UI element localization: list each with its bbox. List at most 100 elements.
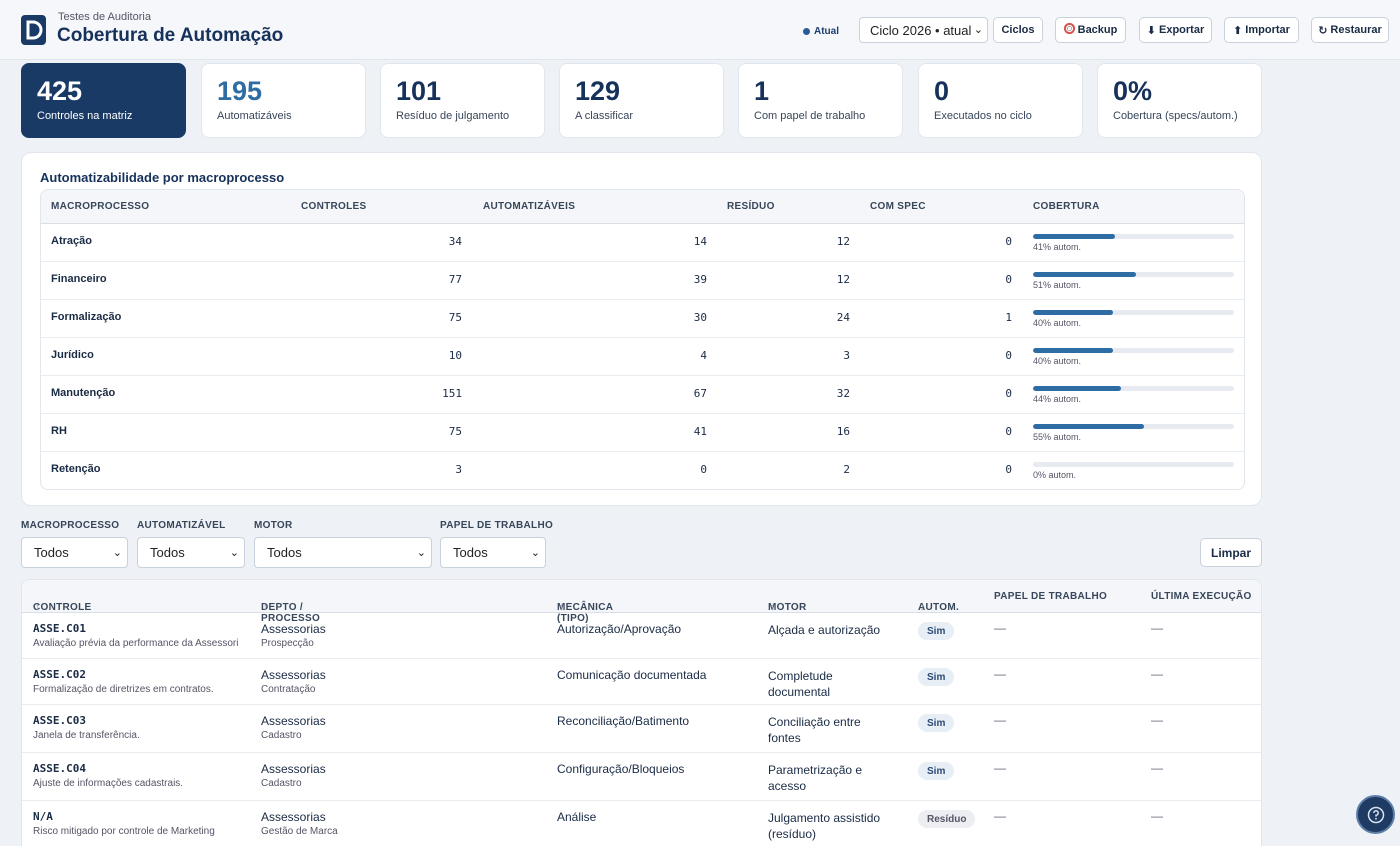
control-motor: Parametrização e acesso <box>768 763 863 793</box>
help-button[interactable] <box>1356 795 1395 834</box>
filter-automatizavel-select[interactable]: Todos ⌄ <box>137 537 245 568</box>
backup-button[interactable]: Backup <box>1055 17 1126 43</box>
kpi-automatizaveis: 195 Automatizáveis <box>201 63 366 138</box>
macro-panel-title: Automatizabilidade por macroprocesso <box>40 170 285 185</box>
coverage-label: 44% autom. <box>1033 394 1082 404</box>
kpi-residuo: 101 Resíduo de julgamento <box>380 63 545 138</box>
chevron-down-icon: ⌄ <box>112 547 122 559</box>
control-mecanica: Configuração/Bloqueios <box>557 762 685 776</box>
sort-icon: ↕ <box>263 602 269 613</box>
restaurar-button-label: Restaurar <box>1330 24 1382 36</box>
coverage-label: 0% autom. <box>1033 470 1077 480</box>
coverage-bar-fill <box>1033 424 1144 429</box>
filter-papel-select[interactable]: Todos ⌄ <box>440 537 546 568</box>
col-automatizaveis[interactable]: AUTOMATIZÁVEIS <box>483 201 576 212</box>
table-row[interactable]: N/A Risco mitigado por controle de Market… <box>22 801 1261 846</box>
chevron-down-icon: ⌄ <box>530 547 540 559</box>
coverage-bar <box>1033 386 1234 391</box>
macro-row-com-spec: 0 <box>1005 235 1012 248</box>
control-description: Ajuste de informações cadastrais. <box>33 778 184 789</box>
importar-button[interactable]: ⬆ Importar <box>1224 17 1299 43</box>
kpi-executados: 0 Executados no ciclo <box>918 63 1083 138</box>
autom-badge: Resíduo <box>918 810 976 828</box>
coverage-bar <box>1033 234 1234 239</box>
macro-row-com-spec: 0 <box>1005 273 1012 286</box>
control-mecanica: Comunicação documentada <box>557 668 707 682</box>
control-motor: Conciliação entre fontes <box>768 715 861 745</box>
col-com-spec[interactable]: COM SPEC <box>870 201 926 212</box>
sort-icon: ↕ <box>770 602 776 613</box>
control-description: Risco mitigado por controle de Marketing <box>33 826 215 837</box>
control-processo: Cadastro <box>261 730 302 741</box>
col-mecanica-label: MECÂNICA (TIPO) <box>557 602 613 624</box>
macro-row-automatizaveis: 14 <box>693 235 707 248</box>
macro-row-automatizaveis: 0 <box>700 463 707 476</box>
macro-row: Financeiro 77 39 12 0 51% autom. <box>41 262 1244 300</box>
table-row[interactable]: ASSE.C01 Avaliação prévia da performance … <box>22 613 1261 659</box>
macro-row-residuo: 3 <box>843 349 850 362</box>
ciclos-button[interactable]: Ciclos <box>993 17 1043 43</box>
kpi-label: Automatizáveis <box>217 110 292 122</box>
col-controles[interactable]: CONTROLES <box>301 201 367 212</box>
clear-filters-label: Limpar <box>1210 545 1251 560</box>
coverage-bar-fill <box>1033 310 1114 315</box>
coverage-label: 51% autom. <box>1033 280 1082 290</box>
filter-macroprocesso-select[interactable]: Todos ⌄ <box>21 537 128 568</box>
col-papel: PAPEL DE TRABALHO <box>994 591 1108 602</box>
question-icon <box>1367 806 1384 823</box>
col-residuo[interactable]: RESÍDUO <box>727 201 775 212</box>
sort-icon: ↕ <box>35 602 41 613</box>
kpi-value: 425 <box>37 76 83 106</box>
app-header: Testes de Auditoria Cobertura de Automaç… <box>0 0 1400 60</box>
macro-row-com-spec: 1 <box>1005 311 1012 324</box>
cycle-select[interactable]: Ciclo 2026 • atual ⌄ <box>859 17 988 43</box>
filter-motor-select[interactable]: Todos ⌄ <box>254 537 432 568</box>
col-cobertura[interactable]: COBERTURA <box>1033 201 1100 212</box>
coverage-bar <box>1033 424 1234 429</box>
macro-row-controles: 34 <box>448 235 462 248</box>
control-papel: — <box>994 809 1006 823</box>
control-papel: — <box>994 621 1006 635</box>
exportar-button[interactable]: ⬇ Exportar <box>1139 17 1212 43</box>
macro-row-residuo: 24 <box>836 311 850 324</box>
filter-motor-label: MOTOR <box>254 520 293 531</box>
macro-row-name: Jurídico <box>51 349 94 361</box>
controls-table: CONTROLE ↕ DEPTO / PROCESSO ↕ MECÂNICA (TI… <box>21 579 1262 846</box>
coverage-bar <box>1033 348 1234 353</box>
macro-row-com-spec: 0 <box>1005 349 1012 362</box>
coverage-bar-fill <box>1033 386 1122 391</box>
macro-row-com-spec: 0 <box>1005 387 1012 400</box>
macro-row-automatizaveis: 67 <box>693 387 707 400</box>
coverage-label: 40% autom. <box>1033 318 1082 328</box>
macro-row: Retenção 3 0 2 0 0% autom. <box>41 452 1244 489</box>
coverage-bar <box>1033 462 1234 467</box>
table-row[interactable]: ASSE.C04 Ajuste de informações cadastrais… <box>22 753 1261 801</box>
chevron-down-icon: ⌄ <box>416 547 426 559</box>
exportar-button-label: Exportar <box>1158 24 1205 36</box>
macro-row-automatizaveis: 30 <box>693 311 707 324</box>
coverage-label: 55% autom. <box>1033 432 1082 442</box>
status-badge: Atual <box>803 23 839 39</box>
kpi-cobertura: 0% Cobertura (specs/autom.) <box>1097 63 1262 138</box>
app-subtitle: Testes de Auditoria <box>58 11 151 23</box>
kpi-papel-trabalho: 1 Com papel de trabalho <box>738 63 903 138</box>
macro-row-controles: 77 <box>448 273 462 286</box>
macro-row-controles: 151 <box>442 387 462 400</box>
restaurar-button[interactable]: ↻ Restaurar <box>1311 17 1389 43</box>
autom-badge: Sim <box>918 714 955 732</box>
sort-icon: ↕ <box>920 602 926 613</box>
control-depto: Assessorias <box>261 714 326 728</box>
importar-button-label: Importar <box>1245 24 1290 36</box>
kpi-value: 195 <box>217 76 263 106</box>
table-row[interactable]: ASSE.C02 Formalização de diretrizes em co… <box>22 659 1261 705</box>
kpi-label: Resíduo de julgamento <box>396 110 510 122</box>
table-row[interactable]: ASSE.C03 Janela de transferência. Assessor… <box>22 705 1261 753</box>
macro-row: Jurídico 10 4 3 0 40% autom. <box>41 338 1244 376</box>
filter-automatizavel-value: Todos <box>150 545 185 560</box>
col-macroprocesso[interactable]: MACROPROCESSO <box>51 201 150 212</box>
control-mecanica: Análise <box>557 810 597 824</box>
kpi-value: 0% <box>1113 76 1153 106</box>
clear-filters-button[interactable]: Limpar <box>1200 538 1262 567</box>
control-depto: Assessorias <box>261 810 326 824</box>
filter-motor-value: Todos <box>267 545 302 560</box>
